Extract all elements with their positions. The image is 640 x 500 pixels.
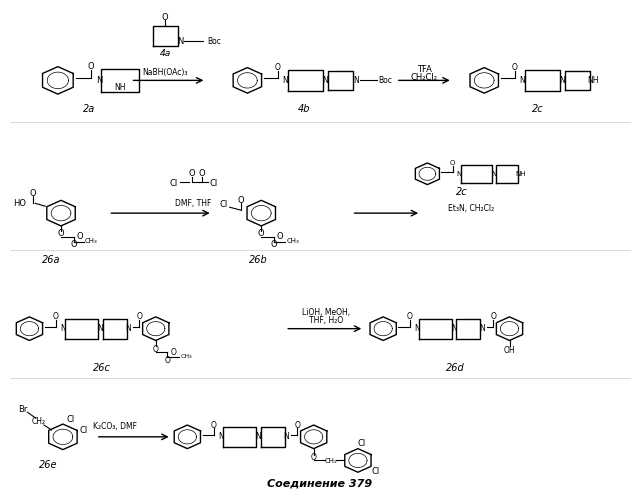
Text: O: O xyxy=(258,230,264,238)
Text: CH₂: CH₂ xyxy=(32,416,46,426)
Text: N: N xyxy=(61,324,67,333)
Text: CH₃: CH₃ xyxy=(180,354,192,358)
Text: CH₂: CH₂ xyxy=(325,458,338,464)
Text: Cl: Cl xyxy=(79,426,87,436)
Text: 26d: 26d xyxy=(447,363,465,373)
Text: Cl: Cl xyxy=(371,467,380,476)
Text: Boc: Boc xyxy=(207,36,221,46)
Text: 4b: 4b xyxy=(298,104,310,114)
Text: THF, H₂O: THF, H₂O xyxy=(309,316,344,326)
Text: LiOH, MeOH,: LiOH, MeOH, xyxy=(302,308,350,318)
Text: Cl: Cl xyxy=(358,439,366,448)
Text: Et₃N, CH₂Cl₂: Et₃N, CH₂Cl₂ xyxy=(449,204,495,212)
Text: 26a: 26a xyxy=(42,255,61,265)
Text: O: O xyxy=(450,160,455,166)
Text: O: O xyxy=(136,312,142,322)
Text: K₂CO₃, DMF: K₂CO₃, DMF xyxy=(93,422,137,432)
Text: N: N xyxy=(451,324,457,333)
Text: N: N xyxy=(125,324,131,333)
Text: 2c: 2c xyxy=(532,104,544,114)
Text: O: O xyxy=(311,453,317,462)
Text: N: N xyxy=(255,432,261,442)
Text: OH: OH xyxy=(504,346,515,355)
Text: N: N xyxy=(479,324,485,333)
Text: CH₂Cl₂: CH₂Cl₂ xyxy=(411,73,438,82)
Text: O: O xyxy=(58,230,65,238)
Text: O: O xyxy=(88,62,94,71)
Text: O: O xyxy=(490,312,496,322)
Text: Cl: Cl xyxy=(170,179,177,188)
Text: NaBH(OAc)₃: NaBH(OAc)₃ xyxy=(143,68,188,76)
Text: TFA: TFA xyxy=(417,65,431,74)
Text: Boc: Boc xyxy=(378,76,392,85)
Text: O: O xyxy=(77,232,83,241)
Text: O: O xyxy=(164,356,170,364)
Text: CH₃: CH₃ xyxy=(287,238,300,244)
Text: O: O xyxy=(511,63,518,72)
Text: N: N xyxy=(284,432,289,442)
Text: O: O xyxy=(29,189,36,198)
Text: N: N xyxy=(491,171,497,177)
Text: N: N xyxy=(322,76,328,85)
Text: 26c: 26c xyxy=(93,363,111,373)
Text: N: N xyxy=(353,76,359,85)
Text: N: N xyxy=(177,36,184,46)
Text: N: N xyxy=(282,76,288,85)
Text: 2a: 2a xyxy=(83,104,95,114)
Text: N: N xyxy=(96,76,102,85)
Text: 26e: 26e xyxy=(39,460,58,470)
Text: O: O xyxy=(275,63,280,72)
Text: NH: NH xyxy=(115,83,126,92)
Text: O: O xyxy=(271,240,277,249)
Text: N: N xyxy=(559,76,565,85)
Text: O: O xyxy=(277,232,284,241)
Text: O: O xyxy=(407,312,413,322)
Text: Cl: Cl xyxy=(210,179,218,188)
Text: N: N xyxy=(415,324,420,333)
Text: N: N xyxy=(456,171,461,177)
Text: NH: NH xyxy=(516,171,526,177)
Text: O: O xyxy=(211,420,217,430)
Text: Cl: Cl xyxy=(220,200,227,209)
Text: N: N xyxy=(519,76,525,85)
Text: O: O xyxy=(53,312,59,322)
Text: 2c: 2c xyxy=(456,188,468,198)
Text: Br: Br xyxy=(19,406,28,414)
Text: Cl: Cl xyxy=(67,414,75,424)
Text: 4a: 4a xyxy=(159,49,171,58)
Text: O: O xyxy=(237,196,244,205)
Text: NH: NH xyxy=(587,76,598,85)
Text: O: O xyxy=(170,348,177,357)
Text: DMF, THF: DMF, THF xyxy=(175,199,212,208)
Text: O: O xyxy=(153,345,159,354)
Text: O: O xyxy=(70,240,77,249)
Text: O: O xyxy=(162,13,168,22)
Text: 26b: 26b xyxy=(250,255,268,265)
Text: O: O xyxy=(294,420,300,430)
Text: CH₃: CH₃ xyxy=(85,238,98,244)
Text: O: O xyxy=(198,170,205,178)
Text: Соединение 379: Соединение 379 xyxy=(268,478,372,488)
Text: N: N xyxy=(219,432,225,442)
Text: HO: HO xyxy=(13,199,26,208)
Text: N: N xyxy=(97,324,103,333)
Text: O: O xyxy=(188,170,195,178)
